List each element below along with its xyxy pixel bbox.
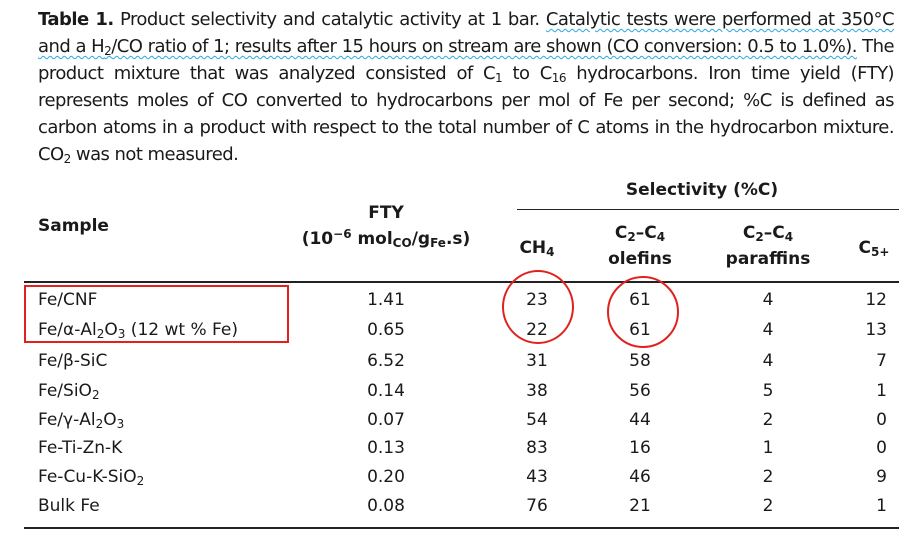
caption-squiggle-text: Catalytic tests were performed at 350°C …	[38, 9, 895, 58]
row-sample: Fe/γ-Al2O3	[38, 410, 125, 431]
row-c5: 0	[876, 438, 887, 458]
header-fty-unit: (10−6 molCO/gFe.s)	[301, 227, 471, 250]
row-fty: 0.08	[367, 496, 405, 516]
row-olefins: 21	[629, 496, 651, 516]
row-olefins: 16	[629, 438, 651, 458]
header-rule	[24, 281, 899, 283]
row-olefins: 46	[629, 467, 651, 487]
header-paraffins-word: paraffins	[725, 249, 811, 269]
row-sample: Fe/CNF	[38, 290, 98, 310]
row-fty: 0.14	[367, 381, 405, 401]
header-paraffins: C2–C4	[742, 223, 794, 244]
highlight-box	[24, 285, 289, 343]
row-fty: 6.52	[367, 351, 405, 371]
row-c5: 7	[876, 351, 887, 371]
row-c5: 13	[865, 320, 887, 340]
header-ch4: CH4	[519, 238, 555, 259]
row-ch4: 43	[526, 467, 548, 487]
row-ch4: 76	[526, 496, 548, 516]
row-fty: 0.07	[367, 410, 405, 430]
header-c5: C5+	[858, 238, 890, 259]
row-sample: Bulk Fe	[38, 496, 100, 516]
header-olefins-word: olefins	[608, 249, 672, 269]
row-ch4: 38	[526, 381, 548, 401]
row-olefins: 58	[629, 351, 651, 371]
row-sample: Fe-Ti-Zn-K	[38, 438, 123, 458]
row-ch4: 83	[526, 438, 548, 458]
row-sample: Fe/α-Al2O3 (12 wt % Fe)	[38, 320, 238, 341]
row-sample: Fe-Cu-K-SiO2	[38, 467, 145, 488]
row-paraffins: 1	[762, 438, 774, 458]
row-sample: Fe/β-SiC	[38, 351, 108, 371]
row-ch4: 54	[526, 410, 548, 430]
row-paraffins: 4	[762, 320, 774, 340]
row-fty: 0.20	[367, 467, 405, 487]
row-c5: 12	[865, 290, 887, 310]
table-caption: Table 1. Product selectivity and catalyt…	[38, 9, 895, 166]
row-paraffins: 2	[762, 467, 774, 487]
header-olefins: C2–C4	[614, 223, 666, 244]
row-ch4: 31	[526, 351, 548, 371]
header-fty: FTY	[368, 203, 404, 223]
row-olefins: 44	[629, 410, 651, 430]
row-paraffins: 2	[762, 410, 774, 430]
row-c5: 1	[876, 496, 887, 516]
row-fty: 0.13	[367, 438, 405, 458]
row-fty: 1.41	[367, 290, 405, 310]
selectivity-rule	[517, 209, 899, 210]
header-sample: Sample	[38, 216, 109, 236]
header-selectivity: Selectivity (%C)	[625, 180, 779, 200]
caption-label: Table 1.	[38, 9, 114, 30]
row-fty: 0.65	[367, 320, 405, 340]
highlight-oval-ch4	[502, 270, 574, 344]
row-paraffins: 5	[762, 381, 774, 401]
row-paraffins: 2	[762, 496, 774, 516]
row-sample: Fe/SiO2	[38, 381, 100, 402]
row-c5: 1	[876, 381, 887, 401]
row-paraffins: 4	[762, 290, 774, 310]
row-paraffins: 4	[762, 351, 774, 371]
bottom-rule	[24, 527, 899, 529]
row-c5: 9	[876, 467, 887, 487]
row-olefins: 56	[629, 381, 651, 401]
row-c5: 0	[876, 410, 887, 430]
highlight-oval-olefins	[607, 276, 679, 348]
